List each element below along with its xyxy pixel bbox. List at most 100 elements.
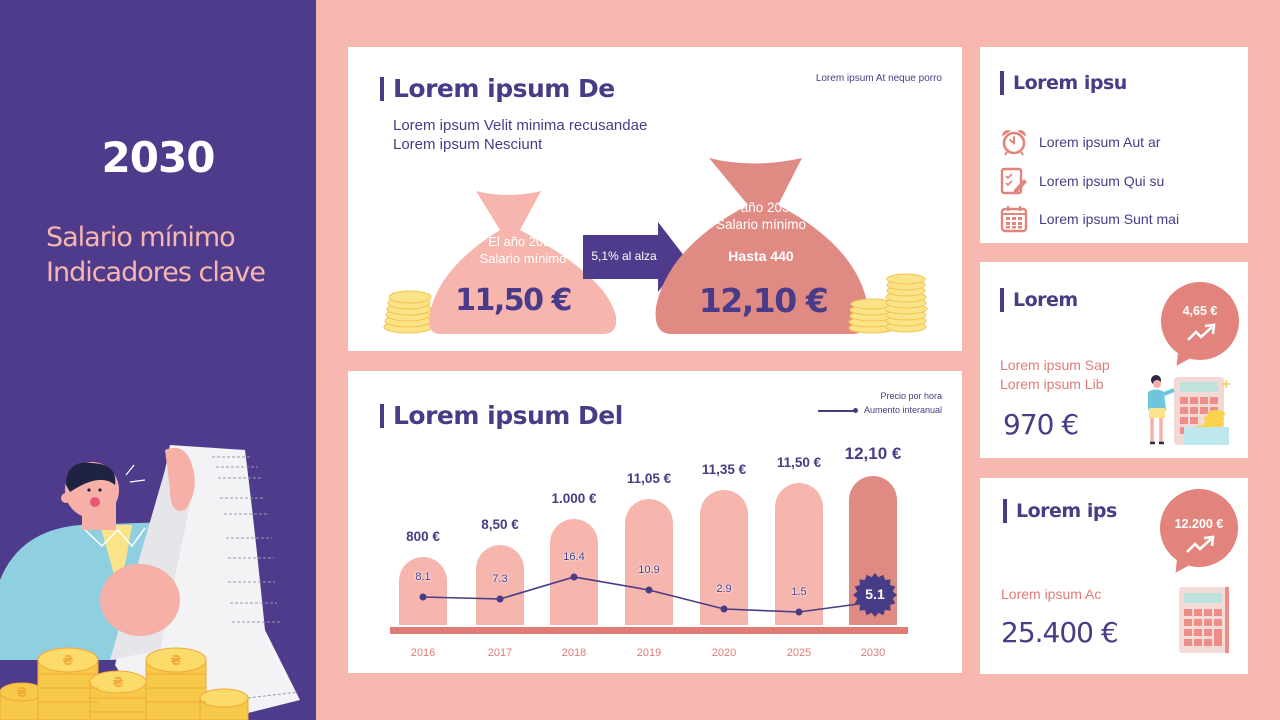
- monthly-sub-line-1: Lorem ipsum Sap: [1000, 357, 1110, 373]
- legend-line-label: Aumento interanual: [863, 405, 942, 415]
- bar-value-label: 1.000 €: [551, 491, 597, 506]
- line-point: [496, 595, 504, 603]
- alarm-clock-icon: [1001, 130, 1027, 156]
- x-axis-label: 2017: [487, 647, 513, 659]
- increase-label: 5,1% al alza: [591, 249, 657, 263]
- svg-text:₴: ₴: [170, 654, 181, 669]
- money-bag-2030: [655, 158, 869, 334]
- increase-bubble: 4,65 €: [1161, 282, 1239, 360]
- checklist-edit-icon: [1000, 167, 1027, 194]
- sidebar-panel: 2030 Salario mínimo Indicadores clave: [0, 0, 316, 720]
- schedule-item-label: Lorem ipsum Qui su: [1039, 172, 1165, 189]
- chart-legend: Precio por hora Aumento interanual: [817, 389, 942, 417]
- left-bag-label: Salario mínimo: [479, 251, 567, 266]
- line-point-label: 7.3: [492, 573, 508, 585]
- bubble-value: 12.200 €: [1174, 517, 1224, 531]
- right-bag-label: Salario mínimo: [715, 217, 807, 232]
- bar-value-label: 11,35 €: [701, 462, 747, 477]
- line-point-label: 10.9: [638, 564, 660, 576]
- chart-bar: [775, 483, 823, 625]
- right-bag-price: 12,10 €: [698, 281, 829, 320]
- increase-bubble: 12.200 €: [1160, 489, 1238, 567]
- subtitle-line-1: Salario mínimo: [46, 222, 236, 253]
- woman-calculator-illustration: [1148, 375, 1230, 445]
- x-axis-label: 2019: [636, 647, 662, 659]
- coin-stack-right-icon: [848, 273, 928, 334]
- line-point: [419, 593, 427, 601]
- svg-text:₴: ₴: [16, 686, 27, 701]
- annual-amount: 25.400 €: [1001, 616, 1119, 649]
- highlight-starburst-icon: [853, 573, 897, 617]
- trend-up-icon: [1186, 535, 1215, 553]
- list-item: Lorem ipsum Aut ar: [1000, 123, 1179, 162]
- monthly-amount: 970 €: [1003, 408, 1079, 441]
- chart-bar: [476, 545, 524, 625]
- x-axis-label: 2025: [786, 647, 812, 659]
- desc-line-2: Lorem ipsum Nesciunt: [393, 136, 543, 153]
- desc-line-1: Lorem ipsum Velit minima recusandae: [393, 117, 648, 134]
- line-point-label: 8.1: [415, 571, 431, 583]
- schedule-list: Lorem ipsum Aut ar Lorem ipsum Qui su Lo…: [1000, 123, 1179, 239]
- monthly-salary-card: Lorem 4,65 € Lorem ipsum Sap Lorem ipsum…: [980, 262, 1248, 458]
- trend-up-icon: [1187, 323, 1216, 341]
- right-bag-highlight: Hasta 440: [728, 248, 794, 264]
- increase-arrow: [583, 222, 685, 292]
- left-bag-caption: El año 2025 Salario mínimo: [458, 233, 588, 267]
- comparison-note: Lorem ipsum At neque porro: [815, 73, 942, 84]
- left-bag-price: 11,50 €: [455, 283, 572, 318]
- year-heading: 2030: [101, 133, 216, 182]
- comparison-title: Lorem ipsum De: [380, 74, 615, 103]
- monthly-subtitle: Lorem ipsum Sap Lorem ipsum Lib: [1000, 356, 1110, 394]
- x-axis-label: 2016: [410, 647, 436, 659]
- x-axis-label: 2018: [561, 647, 587, 659]
- chart-baseline: [390, 627, 908, 634]
- bubble-value: 4,65 €: [1182, 304, 1218, 318]
- bar-value-label: 11,05 €: [626, 471, 672, 486]
- bar-value-label: 12,10 €: [844, 444, 902, 463]
- bar-value-label: 8,50 €: [481, 517, 519, 532]
- svg-text:₴: ₴: [62, 654, 73, 669]
- line-point-label: 1.5: [791, 586, 807, 598]
- svg-text:₴: ₴: [112, 676, 123, 691]
- calculator-illustration: [1179, 587, 1229, 653]
- sidebar-subtitle: Salario mínimo Indicadores clave: [46, 220, 266, 290]
- man-reading-receipt-illustration: ₴ ₴ ₴ ₴: [0, 445, 300, 720]
- schedule-card: Lorem ipsu Lorem ipsum Aut ar Lorem ipsu…: [980, 47, 1248, 243]
- chart-title: Lorem ipsum Del: [380, 401, 623, 430]
- monthly-title: Lorem: [1000, 288, 1078, 312]
- schedule-item-label: Lorem ipsum Sunt mai: [1039, 211, 1180, 228]
- chart-bar: [625, 499, 673, 625]
- money-bag-2025: [429, 191, 617, 334]
- annual-subtitle: Lorem ipsum Ac: [1001, 586, 1102, 602]
- line-point-label: 16.4: [563, 551, 585, 563]
- legend-line-item: Aumento interanual: [817, 403, 942, 417]
- chart-bar: [399, 557, 447, 625]
- subtitle-line-2: Indicadores clave: [46, 257, 266, 288]
- line-point: [795, 608, 803, 616]
- line-point-label: 2.9: [716, 583, 732, 595]
- annual-salary-card: Lorem ips 12.200 € Lorem ipsum Ac 25.400…: [980, 478, 1248, 674]
- schedule-item-label: Lorem ipsum Aut ar: [1039, 134, 1161, 151]
- wage-history-chart-card: Lorem ipsum Del Precio por hora Aumento …: [348, 371, 962, 673]
- list-item: Lorem ipsum Qui su: [1000, 162, 1179, 201]
- line-point-label: 5.1: [865, 586, 885, 602]
- bar-value-label: 800 €: [406, 529, 440, 544]
- monthly-sub-line-2: Lorem ipsum Lib: [1000, 376, 1104, 392]
- salary-comparison-card: Lorem ipsum De Lorem ipsum At neque porr…: [348, 47, 962, 351]
- x-axis-label: 2030: [860, 647, 886, 659]
- line-point: [720, 605, 728, 613]
- annual-title: Lorem ips: [1003, 499, 1117, 523]
- line-point: [645, 586, 653, 594]
- coin-stack-left-icon: [383, 290, 433, 334]
- chart-bar: [700, 490, 748, 625]
- right-bag-caption: El año 2030 Salario mínimo: [696, 199, 826, 233]
- right-bag-year: El año 2030: [724, 200, 798, 215]
- chart-bar: [550, 519, 598, 625]
- bar-value-label: 11,50 €: [776, 455, 822, 470]
- wage-bar-line-chart: [390, 476, 908, 634]
- schedule-title: Lorem ipsu: [1000, 71, 1127, 95]
- comparison-description: Lorem ipsum Velit minima recusandae Lore…: [393, 116, 647, 154]
- list-item: Lorem ipsum Sunt mai: [1000, 200, 1179, 239]
- calendar-icon: [1000, 206, 1028, 233]
- legend-line-marker: [817, 407, 858, 413]
